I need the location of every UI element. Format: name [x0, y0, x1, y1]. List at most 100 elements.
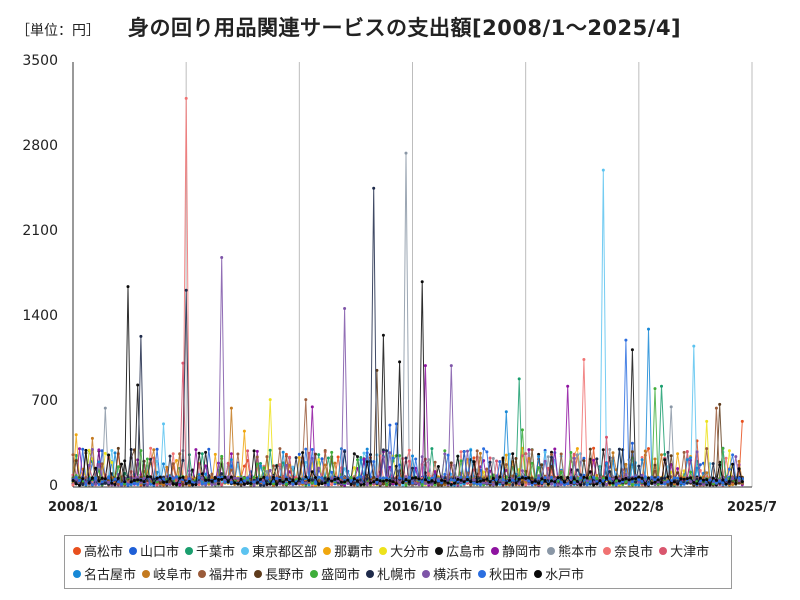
x-tick-label: 2010/12 [156, 500, 216, 515]
data-point [310, 448, 314, 451]
data-point [624, 338, 628, 342]
data-point [343, 480, 347, 484]
data-point [601, 482, 605, 486]
data-point [569, 451, 573, 454]
data-point [550, 482, 553, 486]
data-point [679, 481, 683, 485]
data-point [449, 461, 453, 465]
data-point [265, 482, 269, 486]
data-point [601, 476, 605, 480]
data-point [323, 449, 327, 452]
data-point [698, 482, 702, 486]
data-point [550, 479, 553, 483]
data-point [446, 481, 450, 485]
data-point [537, 455, 541, 459]
data-point [663, 482, 667, 486]
data-point [660, 384, 663, 388]
data-point [478, 479, 482, 483]
data-point [624, 480, 628, 484]
data-point [543, 479, 547, 482]
data-point [346, 478, 350, 482]
data-point [566, 482, 570, 486]
data-point [178, 476, 182, 480]
data-point [491, 476, 495, 480]
data-point [139, 478, 143, 482]
data-point [689, 470, 693, 474]
data-point [149, 482, 153, 486]
data-point [136, 478, 140, 482]
data-point [508, 483, 511, 487]
data-point [385, 449, 389, 453]
data-point [90, 436, 94, 440]
data-point [352, 466, 356, 470]
data-point [501, 481, 505, 485]
data-point [575, 453, 579, 457]
data-point [359, 456, 363, 459]
data-point [488, 480, 492, 484]
data-point [466, 449, 469, 453]
data-point [385, 483, 389, 487]
data-point [614, 483, 618, 487]
data-point [81, 477, 85, 481]
data-point [317, 475, 321, 479]
data-point [495, 459, 499, 463]
data-point [608, 481, 612, 485]
data-point [317, 453, 321, 457]
data-point [394, 422, 398, 426]
data-point [369, 459, 372, 463]
data-point [714, 481, 718, 485]
data-point [504, 463, 508, 467]
data-point [165, 480, 169, 484]
data-point [378, 479, 382, 483]
data-point [223, 475, 227, 479]
data-point [74, 482, 78, 486]
data-point [100, 480, 104, 484]
data-point [423, 364, 427, 368]
data-point [236, 476, 240, 480]
data-point [204, 478, 208, 482]
legend-item: 横浜市 [422, 564, 472, 583]
data-point [381, 455, 385, 459]
data-point [320, 482, 324, 486]
data-point [414, 476, 418, 480]
data-point [692, 481, 696, 484]
data-point [359, 458, 363, 462]
data-point [304, 475, 308, 479]
legend-marker-icon [534, 569, 543, 578]
data-point [491, 457, 495, 460]
data-point [155, 447, 159, 451]
legend-label: 大分市 [390, 545, 430, 560]
data-point [520, 454, 524, 458]
data-point [708, 483, 712, 487]
data-point [705, 483, 709, 487]
data-point [443, 452, 447, 456]
data-point [485, 477, 489, 481]
data-point [149, 457, 153, 461]
data-point [139, 475, 143, 479]
data-point [129, 482, 133, 486]
data-point [317, 482, 321, 486]
data-point [601, 448, 605, 452]
data-point [314, 480, 317, 484]
data-point [181, 458, 185, 462]
data-point [727, 449, 731, 453]
data-point [663, 458, 667, 462]
data-point [695, 482, 699, 486]
data-point [291, 465, 295, 469]
data-point [708, 478, 712, 482]
data-point [259, 464, 262, 468]
data-point [262, 466, 266, 470]
data-point [537, 474, 541, 478]
data-point [530, 461, 534, 465]
data-point [152, 477, 156, 481]
data-point [252, 449, 256, 453]
data-point [175, 475, 178, 479]
data-point [705, 419, 709, 423]
data-point [87, 481, 91, 485]
legend-marker-icon [185, 546, 194, 555]
data-point [330, 470, 334, 474]
data-point [449, 478, 453, 482]
data-point [637, 478, 641, 482]
legend-item: 大津市 [659, 541, 709, 560]
data-point [495, 478, 499, 482]
